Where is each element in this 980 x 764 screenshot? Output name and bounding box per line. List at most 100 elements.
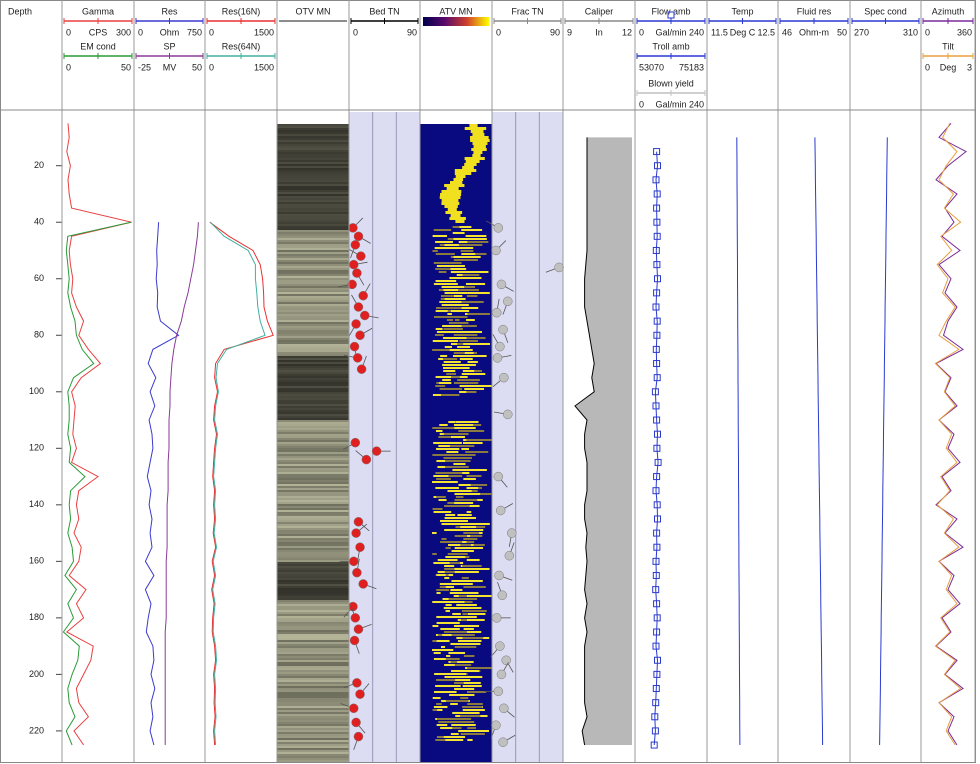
image-patch	[467, 292, 489, 294]
image-patch	[436, 448, 459, 450]
scale-max: 50	[192, 62, 202, 72]
image-stripe	[277, 576, 349, 578]
image-patch	[445, 211, 462, 214]
image-patch	[436, 592, 440, 594]
depth-tick-label: 60	[34, 273, 44, 283]
image-patch	[463, 637, 484, 639]
tadpole	[351, 438, 360, 447]
image-patch	[464, 730, 489, 732]
image-stripe	[277, 248, 349, 250]
image-patch	[443, 265, 464, 267]
image-stripe	[277, 176, 349, 178]
image-patch	[436, 589, 449, 591]
image-stripe	[277, 706, 349, 708]
image-patch	[451, 310, 469, 312]
image-patch	[433, 340, 457, 342]
image-stripe	[277, 128, 349, 130]
image-stripe	[277, 420, 349, 422]
image-stripe	[277, 680, 349, 682]
track-title: ATV MN	[439, 6, 472, 16]
image-patch	[455, 679, 470, 681]
image-patch	[467, 655, 474, 657]
image-stripe	[277, 326, 349, 328]
scale-max: 240	[689, 27, 704, 37]
scale-max: 75183	[679, 62, 704, 72]
image-patch	[442, 286, 465, 288]
image-stripe	[277, 744, 349, 746]
image-stripe	[277, 564, 349, 566]
tadpole	[499, 373, 508, 382]
image-patch	[463, 484, 471, 486]
image-patch	[451, 436, 465, 438]
image-stripe	[277, 408, 349, 410]
image-stripe	[277, 360, 349, 362]
image-patch	[445, 514, 455, 516]
image-patch	[446, 604, 452, 606]
tadpole	[492, 308, 501, 317]
image-patch	[436, 262, 462, 264]
image-stripe	[277, 530, 349, 532]
image-patch	[464, 682, 481, 684]
image-patch	[436, 478, 451, 480]
image-patch	[472, 133, 484, 136]
scale-min: 0	[639, 27, 644, 37]
image-patch	[444, 361, 460, 363]
image-stripe	[277, 356, 349, 358]
image-stripe	[277, 672, 349, 674]
image-stripe	[277, 380, 349, 382]
image-stripe	[277, 372, 349, 374]
image-patch	[450, 181, 462, 184]
scale-unit: CPS	[89, 27, 108, 37]
image-stripe	[277, 470, 349, 472]
image-patch	[462, 166, 474, 169]
image-patch	[444, 433, 468, 435]
image-patch	[436, 280, 457, 282]
image-patch	[436, 328, 443, 330]
image-stripe	[277, 430, 349, 432]
image-stripe	[277, 624, 349, 626]
image-patch	[442, 304, 459, 306]
image-patch	[469, 124, 477, 127]
image-patch	[435, 385, 445, 387]
image-stripe	[277, 500, 349, 502]
image-patch	[470, 139, 490, 142]
image-patch	[436, 376, 452, 378]
image-stripe	[277, 690, 349, 692]
image-stripe	[277, 396, 349, 398]
tadpole	[494, 223, 503, 232]
image-stripe	[277, 156, 349, 158]
image-patch	[465, 157, 485, 160]
image-stripe	[277, 342, 349, 344]
tadpole	[356, 252, 365, 261]
image-patch	[452, 727, 461, 729]
image-stripe	[277, 278, 349, 280]
image-stripe	[277, 752, 349, 754]
image-stripe	[277, 274, 349, 276]
image-patch	[463, 532, 479, 534]
image-stripe	[277, 698, 349, 700]
image-patch	[444, 244, 458, 246]
image-patch	[466, 391, 476, 393]
image-stripe	[277, 724, 349, 726]
image-patch	[449, 277, 471, 279]
image-stripe	[277, 382, 349, 384]
image-stripe	[277, 460, 349, 462]
image-patch	[462, 226, 471, 228]
image-patch	[455, 220, 464, 223]
image-patch	[454, 520, 468, 522]
image-stripe	[277, 692, 349, 694]
track-title: Troll amb	[652, 41, 689, 51]
scale-min: 53070	[639, 62, 664, 72]
image-patch	[455, 169, 476, 172]
image-stripe	[277, 246, 349, 248]
image-patch	[464, 163, 476, 166]
image-stripe	[277, 664, 349, 666]
tadpole	[499, 325, 508, 334]
image-patch	[443, 289, 458, 291]
depth-tick-label: 80	[34, 330, 44, 340]
scale-max: 1500	[254, 27, 274, 37]
image-patch	[455, 499, 478, 501]
image-stripe	[277, 756, 349, 758]
image-patch	[435, 685, 461, 687]
track-title: Res(64N)	[222, 41, 261, 51]
